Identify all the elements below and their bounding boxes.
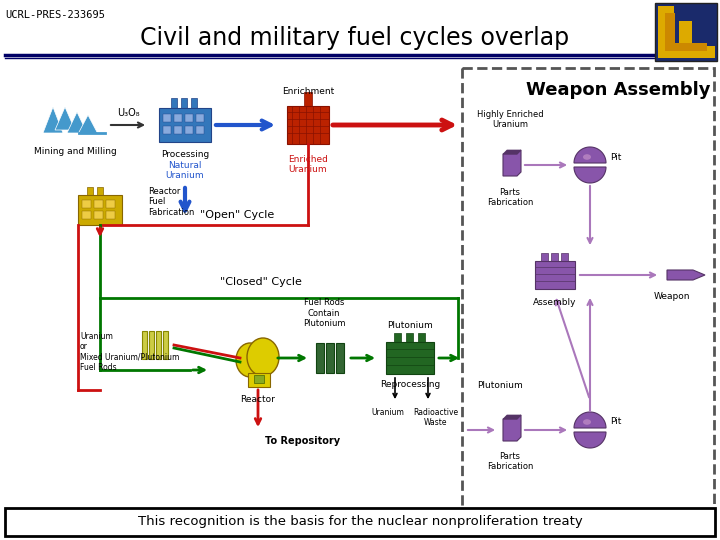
Bar [665,43,707,51]
Text: Enrichment: Enrichment [282,86,334,96]
Bar [149,331,154,359]
Bar [658,6,674,56]
Polygon shape [55,107,75,130]
Ellipse shape [583,419,591,425]
Bar [248,373,270,387]
Bar [191,98,197,110]
Bar [326,343,334,373]
Text: Mining and Milling: Mining and Milling [34,147,117,156]
Text: Uranium: Uranium [372,408,405,417]
Text: Parts
Fabrication: Parts Fabrication [487,188,534,207]
Text: Radioactive
Waste: Radioactive Waste [413,408,459,427]
Polygon shape [67,112,87,133]
Bar [106,211,115,219]
Polygon shape [503,415,521,441]
Bar [287,106,329,144]
Bar [418,333,425,344]
Bar [163,114,171,122]
Text: Reactor: Reactor [240,395,276,404]
Text: Pit: Pit [610,152,621,161]
Bar [655,3,717,61]
Text: U₃O₈: U₃O₈ [117,108,139,118]
Bar [541,253,548,263]
Bar [394,333,401,344]
Bar [87,187,93,197]
Polygon shape [667,270,705,280]
Text: Enriched
Uranium: Enriched Uranium [288,155,328,174]
Text: Natural
Uranium: Natural Uranium [166,161,204,180]
Bar [174,114,182,122]
Bar [196,114,204,122]
Text: Weapon Assembly: Weapon Assembly [526,81,710,99]
Bar [658,46,714,58]
Text: "Closed" Cycle: "Closed" Cycle [220,277,302,287]
Polygon shape [574,412,606,428]
Polygon shape [574,167,606,183]
Polygon shape [503,150,521,154]
Text: Uranium
or
Mixed Uranium/Plutonium
Fuel Rods: Uranium or Mixed Uranium/Plutonium Fuel … [80,332,179,372]
Bar [679,46,715,58]
Text: "Open" Cycle: "Open" Cycle [200,210,274,220]
Polygon shape [43,107,63,133]
Bar [254,375,264,383]
Bar [159,108,211,142]
Bar [386,342,434,374]
Bar [336,343,344,373]
Bar [304,92,312,108]
Text: Assembly: Assembly [534,298,577,307]
Text: Fuel Rods
Contain
Plutonium: Fuel Rods Contain Plutonium [302,298,346,328]
Polygon shape [503,415,521,419]
Bar [665,13,675,49]
Text: Weapon: Weapon [654,292,690,301]
Bar [316,343,324,373]
Ellipse shape [583,154,591,160]
Bar [174,126,182,134]
Bar [406,333,413,344]
Ellipse shape [247,338,279,376]
Bar [156,331,161,359]
Bar [163,331,168,359]
Bar [679,21,692,51]
Text: UCRL-PRES-233695: UCRL-PRES-233695 [5,10,105,20]
Bar [171,98,177,110]
Bar [551,253,558,263]
Text: Highly Enriched
Uranium: Highly Enriched Uranium [477,110,544,130]
Bar [185,126,193,134]
Polygon shape [574,432,606,448]
Bar [78,195,122,225]
Text: Plutonium: Plutonium [477,381,523,389]
Bar [82,200,91,208]
Bar [535,261,575,289]
Bar [462,68,714,513]
Bar [5,508,715,536]
Bar [94,211,103,219]
Bar [163,126,171,134]
Text: Reactor
Fuel
Fabrication: Reactor Fuel Fabrication [148,187,194,217]
Text: Reprocessing: Reprocessing [380,380,440,389]
Bar [94,200,103,208]
Text: Pit: Pit [610,417,621,427]
Bar [181,98,187,110]
Text: To Repository: To Repository [265,436,340,446]
Bar [561,253,568,263]
Polygon shape [503,150,521,176]
Polygon shape [574,147,606,163]
Polygon shape [78,115,98,134]
Bar [196,126,204,134]
Text: Plutonium: Plutonium [387,321,433,330]
Bar [97,187,103,197]
Text: This recognition is the basis for the nuclear nonproliferation treaty: This recognition is the basis for the nu… [138,516,582,529]
Bar [142,331,147,359]
Text: Parts
Fabrication: Parts Fabrication [487,452,534,471]
Text: Civil and military fuel cycles overlap: Civil and military fuel cycles overlap [140,26,570,50]
Text: Processing: Processing [161,150,209,159]
Bar [106,200,115,208]
Bar [82,211,91,219]
Ellipse shape [236,343,264,377]
Bar [185,114,193,122]
